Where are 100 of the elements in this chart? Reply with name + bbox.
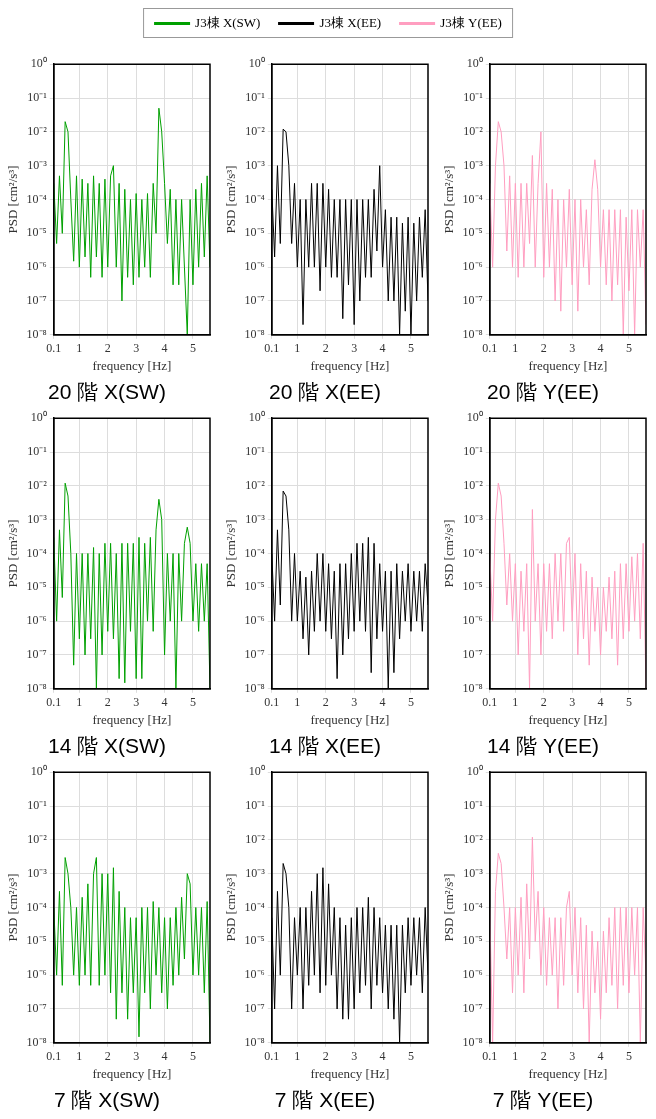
x-tick-label: 2 [322, 341, 329, 356]
y-tick-label: 10⁻⁴ [244, 545, 265, 560]
y-tick-label: 10⁻⁷ [26, 647, 47, 662]
x-tick-label: 3 [133, 341, 140, 356]
y-tick-label: 10⁰ [466, 56, 483, 71]
y-tick-label: 10⁻⁴ [462, 191, 483, 206]
text: 7 階 X(SW) [53, 1088, 161, 1112]
x-axis-title: frequency [Hz] [92, 1066, 172, 1082]
text: 14 階 X(SW) [48, 734, 166, 758]
y-tick-label: 10⁻¹ [245, 444, 266, 459]
x-tick-label: 1 [512, 695, 519, 710]
y-tick-label: 10⁻² [245, 124, 266, 139]
y-tick-label: 10⁻⁵ [462, 933, 483, 948]
x-axis-title: frequency [Hz] [310, 712, 390, 728]
x-tick-label: 4 [379, 1049, 386, 1064]
x-tick-label: 1 [512, 1049, 519, 1064]
y-tick-label: 10⁻³ [27, 511, 48, 526]
y-tick-label: 10⁻⁴ [26, 191, 47, 206]
y-tick-label: 10⁻⁵ [244, 579, 265, 594]
y-tick-label: 10⁻³ [245, 511, 266, 526]
y-tick-label: 10⁻⁵ [244, 225, 265, 240]
y-tick-label: 10⁻² [463, 124, 484, 139]
x-tick-label: 2 [322, 695, 329, 710]
text: 20 階 Y(EE) [486, 380, 600, 404]
y-tick-label: 10⁻⁸ [26, 326, 47, 341]
x-tick-label: 0.1 [482, 695, 498, 710]
y-tick-label: 10⁻⁷ [26, 293, 47, 308]
y-tick-label: 10⁻¹ [463, 798, 484, 813]
y-tick-label: 10⁻⁶ [244, 259, 265, 274]
y-tick-label: 10⁻⁴ [462, 545, 483, 560]
x-tick-label: 0.1 [482, 1049, 498, 1064]
legend-label: J3棟 Y(EE) [440, 14, 502, 32]
y-axis-title: PSD [cm²/s³] [5, 519, 21, 588]
x-tick-label: 5 [189, 341, 196, 356]
y-tick-label: 10⁻⁸ [244, 680, 265, 695]
x-tick-label: 5 [407, 341, 414, 356]
y-axis-title: PSD [cm²/s³] [441, 873, 457, 942]
y-tick-label: 10⁻² [27, 832, 48, 847]
x-tick-label: 4 [597, 695, 604, 710]
y-tick-label: 10⁻⁶ [26, 967, 47, 982]
x-tick-label: 0.1 [264, 1049, 280, 1064]
y-tick-label: 10⁻⁸ [462, 1034, 483, 1049]
x-axis-title: frequency [Hz] [310, 358, 390, 374]
x-tick-label: 1 [512, 341, 519, 356]
y-tick-label: 10⁰ [248, 56, 265, 71]
x-tick-label: 2 [540, 695, 547, 710]
y-tick-label: 10⁻² [27, 478, 48, 493]
text: 14 階 X(EE) [268, 734, 382, 758]
y-tick-label: 10⁻¹ [27, 444, 48, 459]
x-tick-label: 2 [322, 1049, 329, 1064]
text: 20 階 X(EE) [268, 380, 382, 404]
y-tick-label: 10⁻⁷ [462, 293, 483, 308]
x-axis-title: frequency [Hz] [528, 1066, 608, 1082]
x-tick-label: 3 [351, 1049, 358, 1064]
x-tick-label: 1 [76, 1049, 83, 1064]
x-tick-label: 5 [407, 695, 414, 710]
x-tick-label: 2 [540, 1049, 547, 1064]
y-tick-label: 10⁻³ [463, 157, 484, 172]
y-tick-label: 10⁻⁶ [462, 967, 483, 982]
y-tick-label: 10⁰ [248, 764, 265, 779]
y-tick-label: 10⁻¹ [463, 90, 484, 105]
y-axis-title: PSD [cm²/s³] [441, 165, 457, 234]
y-tick-label: 10⁻⁴ [244, 899, 265, 914]
x-tick-label: 4 [161, 1049, 168, 1064]
y-tick-label: 10⁻³ [245, 865, 266, 880]
y-tick-label: 10⁻⁷ [26, 1001, 47, 1016]
y-tick-label: 10⁻³ [27, 157, 48, 172]
x-tick-label: 1 [294, 1049, 301, 1064]
y-tick-label: 10⁻⁸ [244, 326, 265, 341]
y-tick-label: 10⁻³ [245, 157, 266, 172]
x-tick-label: 3 [351, 341, 358, 356]
y-tick-label: 10⁻⁶ [26, 613, 47, 628]
y-axis-title: PSD [cm²/s³] [223, 519, 239, 588]
x-axis-title: frequency [Hz] [92, 712, 172, 728]
y-tick-label: 10⁻⁴ [244, 191, 265, 206]
x-tick-label: 2 [104, 695, 111, 710]
x-tick-label: 0.1 [46, 1049, 62, 1064]
y-tick-label: 10⁻² [463, 478, 484, 493]
y-tick-label: 10⁻⁴ [462, 899, 483, 914]
x-tick-label: 4 [379, 341, 386, 356]
x-tick-label: 5 [407, 1049, 414, 1064]
y-tick-label: 10⁻⁸ [26, 680, 47, 695]
y-tick-label: 10⁰ [30, 764, 47, 779]
y-tick-label: 10⁻⁷ [244, 293, 265, 308]
x-tick-label: 5 [625, 1049, 632, 1064]
y-tick-label: 10⁻⁷ [244, 1001, 265, 1016]
x-tick-label: 3 [351, 695, 358, 710]
x-tick-label: 0.1 [46, 695, 62, 710]
y-tick-label: 10⁻³ [463, 865, 484, 880]
y-tick-label: 10⁻⁶ [462, 613, 483, 628]
y-tick-label: 10⁻⁴ [26, 899, 47, 914]
x-tick-label: 5 [625, 341, 632, 356]
y-tick-label: 10⁻⁶ [26, 259, 47, 274]
x-tick-label: 4 [597, 341, 604, 356]
y-tick-label: 10⁻⁵ [26, 225, 47, 240]
x-tick-label: 0.1 [482, 341, 498, 356]
y-tick-label: 10⁰ [30, 410, 47, 425]
y-tick-label: 10⁻⁵ [26, 579, 47, 594]
y-axis-title: PSD [cm²/s³] [223, 165, 239, 234]
y-axis-title: PSD [cm²/s³] [441, 519, 457, 588]
